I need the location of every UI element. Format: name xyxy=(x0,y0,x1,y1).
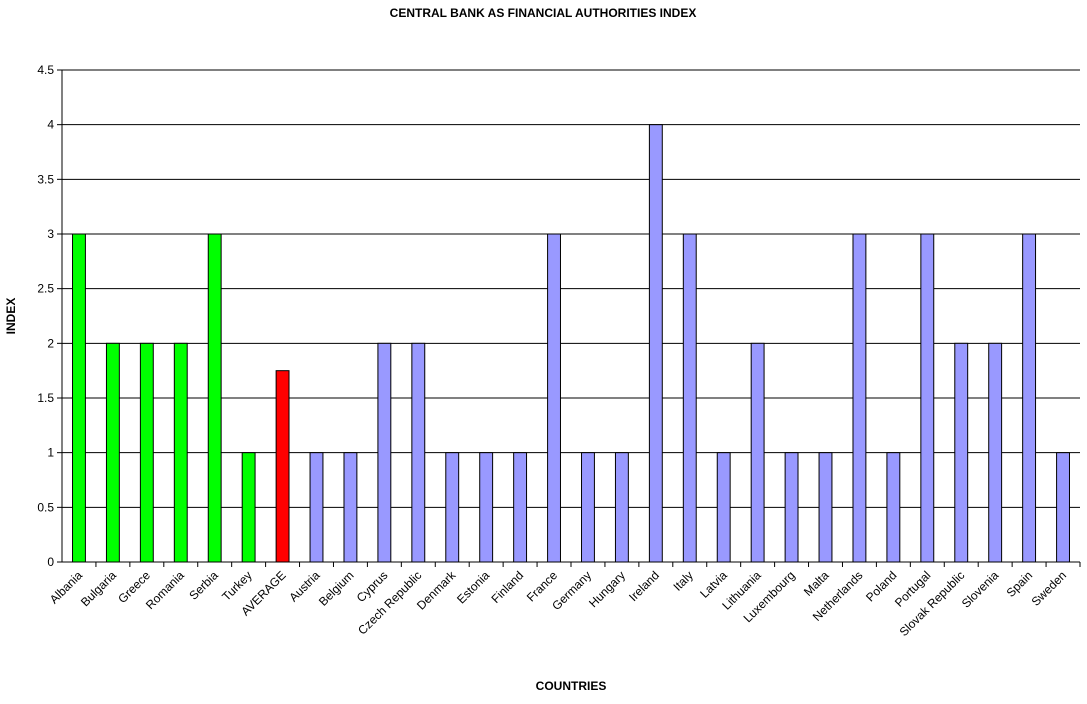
bar-ireland xyxy=(648,124,663,563)
bar-netherlands xyxy=(852,233,867,563)
y-tick-label: 1.5 xyxy=(37,391,54,405)
y-axis-title: INDEX xyxy=(4,298,18,335)
y-tick-label: 3.5 xyxy=(37,172,54,186)
y-tick-label: 0 xyxy=(47,555,54,569)
bar-slovenia xyxy=(988,342,1003,563)
bar-finland xyxy=(513,452,528,563)
y-tick-label: 4.5 xyxy=(37,63,54,77)
category-label: Slovenia xyxy=(959,568,1002,611)
x-tick-marks xyxy=(95,562,1081,567)
bar-belgium xyxy=(343,452,358,563)
bar-sweden xyxy=(1056,452,1070,563)
category-label: Spain xyxy=(1004,568,1036,600)
x-axis-title: COUNTRIES xyxy=(536,679,607,693)
category-label: Hungary xyxy=(586,568,628,610)
bar-poland xyxy=(886,452,901,563)
y-tick-labels: 0 0.5 1 1.5 2 2.5 3 3.5 4 4.5 xyxy=(37,63,62,569)
category-label: Italy xyxy=(670,568,695,593)
bar-turkey xyxy=(241,452,256,563)
bar-slovak-republic xyxy=(954,342,969,563)
y-tick-label: 4 xyxy=(47,118,54,132)
bar-greece xyxy=(139,342,154,563)
bar-albania xyxy=(72,233,86,563)
category-label: Ireland xyxy=(626,568,662,604)
chart-title: CENTRAL BANK AS FINANCIAL AUTHORITIES IN… xyxy=(390,6,697,20)
bar-austria xyxy=(309,452,324,563)
bar-average xyxy=(275,370,290,563)
bar-serbia xyxy=(207,233,222,563)
bar-luxembourg xyxy=(784,452,799,563)
bar-hungary xyxy=(614,452,629,563)
bar-france xyxy=(547,233,561,563)
bar-italy xyxy=(682,233,697,563)
bar-spain xyxy=(1022,233,1037,563)
y-tick-label: 2.5 xyxy=(37,282,54,296)
bar-portugal xyxy=(920,233,935,563)
category-label: Estonia xyxy=(454,568,492,606)
category-label: Sweden xyxy=(1029,568,1070,609)
category-label: Romania xyxy=(143,568,187,612)
category-label: Belgium xyxy=(316,568,357,609)
gridlines xyxy=(62,69,1080,508)
bar-romania xyxy=(173,342,188,563)
category-label: Malta xyxy=(801,568,832,599)
y-tick-label: 0.5 xyxy=(37,500,54,514)
category-label: Serbia xyxy=(186,568,221,603)
y-tick-label: 2 xyxy=(47,336,54,350)
category-label: Bulgaria xyxy=(78,568,119,609)
bars xyxy=(72,124,1070,563)
bar-germany xyxy=(581,452,595,563)
bar-estonia xyxy=(479,452,494,563)
bar-czech-republic xyxy=(411,342,426,563)
bar-cyprus xyxy=(377,342,392,563)
category-label: Denmark xyxy=(414,568,459,613)
bar-malta xyxy=(818,452,833,563)
bar-lithuania xyxy=(750,342,765,563)
bar-denmark xyxy=(445,452,460,563)
bar-latvia xyxy=(716,452,731,563)
bar-bulgaria xyxy=(105,342,120,563)
category-label: Finland xyxy=(488,568,526,606)
y-tick-label: 1 xyxy=(47,446,54,460)
y-tick-label: 3 xyxy=(47,227,54,241)
